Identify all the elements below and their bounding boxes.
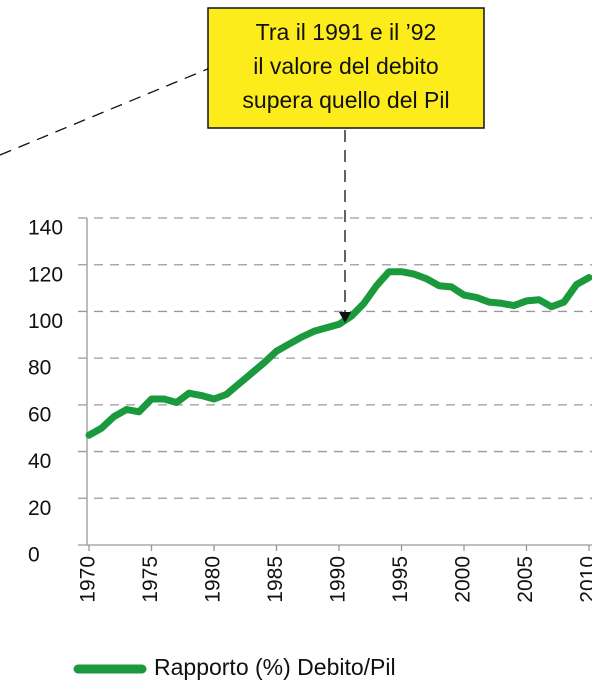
y-tick-label: 100 [28, 310, 63, 333]
x-tick-label: 1990 [327, 556, 350, 603]
plot: 0 20 40 60 80 100 120 140 1970 1975 1980 1985 1990 19… [28, 217, 592, 680]
y-tick-label: 80 [28, 357, 51, 380]
y-tick-label: 60 [28, 403, 51, 426]
x-tick-label: 2010 [577, 556, 592, 603]
data-line [85, 268, 592, 439]
x-tick-label: 2000 [452, 556, 475, 603]
legend-label: Rapporto (%) Debito/Pil [154, 654, 396, 680]
y-tick-label: 140 [28, 217, 63, 240]
x-tick-label: 1985 [264, 556, 287, 603]
y-tick-label: 120 [28, 263, 63, 286]
annotation-line: supera quello del Pil [242, 87, 449, 113]
annotation-box [207, 7, 485, 129]
y-tick-label: 20 [28, 497, 51, 520]
x-tick-label: 1995 [389, 556, 412, 603]
annotation-line: Tra il 1991 e il ’92 [256, 19, 437, 45]
arrow-head [339, 312, 351, 323]
annotation-leader [0, 67, 211, 156]
x-tick-label: 1975 [139, 556, 162, 603]
y-tick-label: 40 [28, 450, 51, 473]
annotation-line: il valore del debito [253, 53, 438, 79]
x-tick-label: 1980 [202, 556, 225, 603]
y-tick-label: 0 [28, 544, 40, 567]
x-tick-label: 2005 [514, 556, 537, 603]
x-tick-label: 1970 [77, 556, 100, 603]
